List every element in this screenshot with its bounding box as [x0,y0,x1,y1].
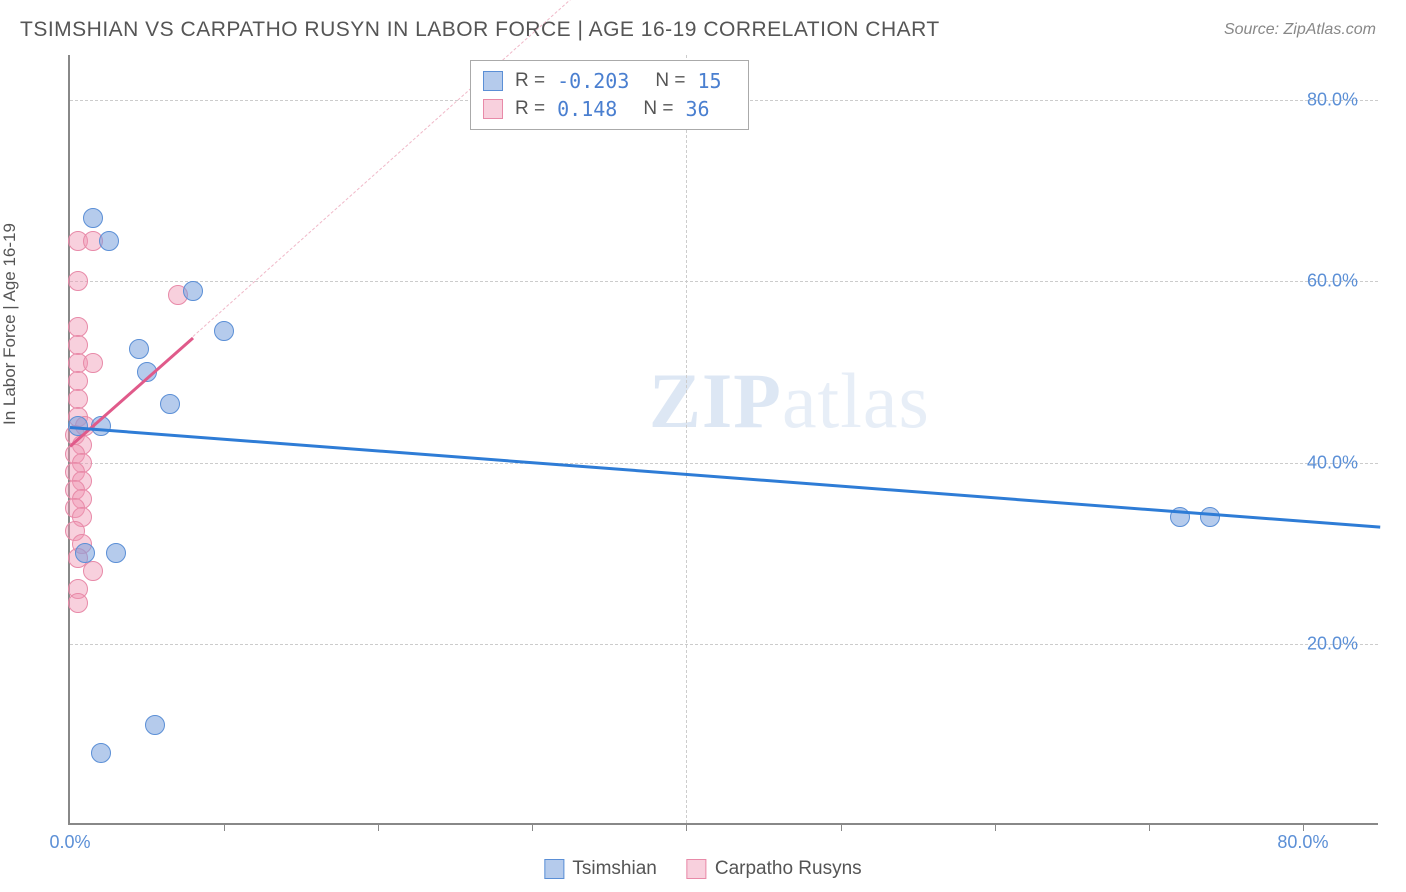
gridline-horizontal [70,463,1378,464]
watermark: ZIPatlas [649,356,930,446]
data-point-blue [129,339,149,359]
data-point-blue [214,321,234,341]
gridline-horizontal [70,644,1378,645]
x-tick-label: 80.0% [1277,832,1328,853]
scatter-plot-area: ZIPatlas 20.0%40.0%60.0%80.0%0.0%80.0%R … [68,55,1378,825]
x-tick [841,823,842,831]
data-point-blue [106,543,126,563]
chart-source: Source: ZipAtlas.com [1224,21,1376,39]
r-value: 0.148 [557,97,617,121]
gridline-horizontal [70,281,1378,282]
gridline-vertical [686,55,687,823]
n-label: N = [643,98,673,120]
data-point-pink [68,389,88,409]
data-point-blue [91,743,111,763]
y-axis-label: In Labor Force | Age 16-19 [0,223,20,425]
legend-swatch [544,859,564,879]
legend-bottom: Tsimshian Carpatho Rusyns [544,858,861,880]
y-tick-label: 60.0% [1307,271,1358,292]
chart-container: In Labor Force | Age 16-19 ZIPatlas 20.0… [20,55,1380,875]
x-tick [532,823,533,831]
data-point-blue [160,394,180,414]
legend-item: Tsimshian [544,858,656,880]
data-point-pink [68,371,88,391]
y-tick-label: 20.0% [1307,633,1358,654]
x-tick-label: 0.0% [49,832,90,853]
data-point-blue [183,281,203,301]
data-point-pink [83,561,103,581]
legend-item: Carpatho Rusyns [687,858,862,880]
data-point-blue [75,543,95,563]
legend-label: Tsimshian [572,858,656,880]
trend-line [70,426,1380,529]
data-point-pink [68,317,88,337]
x-tick [995,823,996,831]
legend-swatch [687,859,707,879]
legend-label: Carpatho Rusyns [715,858,862,880]
n-label: N = [655,70,685,92]
n-value: 36 [685,97,709,121]
x-tick [378,823,379,831]
legend-row: R = -0.203 N = 15 [483,67,736,95]
data-point-blue [83,208,103,228]
y-tick-label: 40.0% [1307,452,1358,473]
data-point-blue [145,715,165,735]
legend-swatch [483,99,503,119]
x-tick [686,823,687,831]
data-point-pink [68,593,88,613]
x-tick [1303,823,1304,831]
data-point-pink [83,353,103,373]
r-label: R = [515,70,545,92]
legend-correlation: R =-0.203N =15R = 0.148N =36 [470,60,749,130]
chart-header: TSIMSHIAN VS CARPATHO RUSYN IN LABOR FOR… [0,0,1406,52]
data-point-pink [68,335,88,355]
y-tick-label: 80.0% [1307,90,1358,111]
x-tick [224,823,225,831]
chart-title: TSIMSHIAN VS CARPATHO RUSYN IN LABOR FOR… [20,18,940,42]
data-point-pink [68,271,88,291]
legend-row: R = 0.148 N = 36 [483,95,736,123]
data-point-blue [99,231,119,251]
data-point-blue [1200,507,1220,527]
r-label: R = [515,98,545,120]
x-tick [1149,823,1150,831]
legend-swatch [483,71,503,91]
r-value: -0.203 [557,69,629,93]
n-value: 15 [697,69,721,93]
